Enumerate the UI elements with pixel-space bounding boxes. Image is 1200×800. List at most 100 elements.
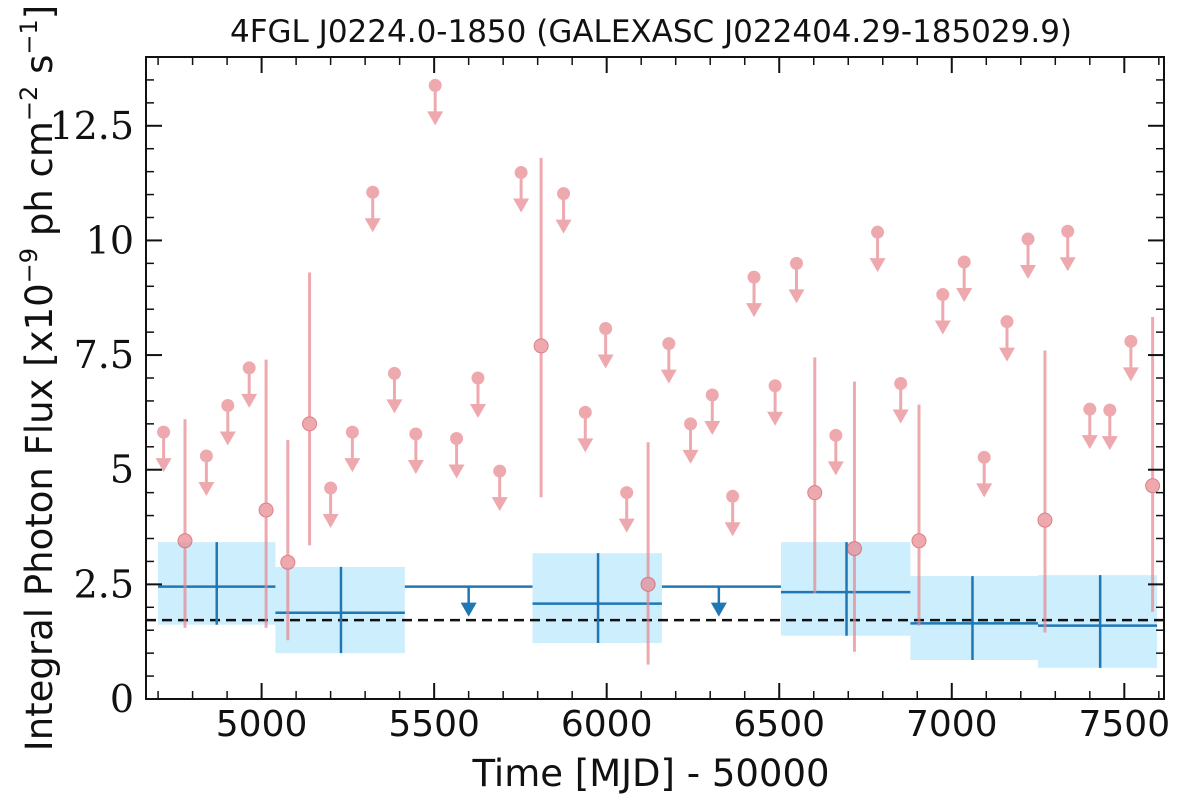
short-bin-ul-arrow	[998, 347, 1015, 362]
y-tick-label: 10	[86, 218, 134, 262]
short-bin-marker	[640, 576, 656, 592]
y-tick-label: 12.5	[49, 104, 134, 148]
short-bin-ul-arrow	[1059, 257, 1076, 272]
long-bin-bands	[158, 542, 1158, 668]
short-bin-ul-arrow	[577, 438, 594, 453]
short-bin-upper-limit	[364, 185, 381, 233]
short-bin-ul-marker	[157, 425, 171, 439]
short-bin-ul-arrow	[322, 514, 339, 529]
x-tick-label: 6500	[733, 704, 825, 745]
y-tick-label: 0	[110, 677, 134, 721]
short-bin-ul-marker	[324, 481, 338, 495]
short-bin-marker	[807, 485, 823, 501]
long-bin-ul-arrow	[460, 602, 477, 617]
short-bin-marker	[302, 416, 318, 432]
y-tick-label: 5	[110, 448, 134, 492]
short-bin-ul-arrow	[407, 459, 424, 474]
short-bin-ul-marker	[789, 256, 803, 270]
short-bin-ul-marker	[726, 489, 740, 503]
short-bin-ul-arrow	[241, 393, 258, 408]
short-bin-ul-arrow	[827, 461, 844, 476]
short-bin-ul-arrow	[597, 354, 614, 369]
short-bin-ul-marker	[221, 399, 235, 413]
short-bin-marker	[846, 541, 862, 557]
short-bin-upper-limit	[344, 425, 361, 473]
x-tick-label: 5000	[216, 704, 308, 745]
short-bin-upper-limit	[1101, 403, 1118, 451]
short-bin-ul-marker	[1000, 315, 1014, 329]
short-bin-ul-marker	[977, 450, 991, 464]
short-bin-upper-limit	[998, 315, 1015, 362]
short-bin-detection	[911, 404, 927, 626]
short-bin-ul-arrow	[788, 289, 805, 304]
short-bin-upper-limit	[219, 399, 236, 446]
short-bin-ul-arrow	[219, 431, 236, 446]
short-bin-upper-limit	[322, 481, 339, 529]
short-bin-upper-limit	[869, 225, 886, 273]
short-bin-ul-marker	[557, 187, 571, 201]
short-bin-ul-marker	[1021, 232, 1035, 246]
short-bin-upper-limit	[746, 270, 763, 318]
short-bin-ul-arrow	[427, 111, 444, 126]
short-bin-ul-arrow	[1122, 367, 1139, 382]
short-bin-upper-limit	[241, 361, 258, 408]
short-bin-ul-marker	[957, 255, 971, 269]
short-bin-ul-marker	[493, 464, 507, 478]
short-bin-upper-limit	[724, 489, 741, 537]
short-bin-detection	[640, 442, 656, 665]
short-bin-ul-marker	[829, 428, 843, 442]
short-bin-ul-marker	[747, 270, 761, 284]
x-tick-label: 7500	[1079, 704, 1171, 745]
short-bin-upper-limit	[448, 432, 465, 479]
short-bin-detection	[807, 357, 823, 594]
short-bin-upper-limit	[892, 377, 909, 424]
x-tick-label: 7000	[906, 704, 998, 745]
short-bin-marker	[911, 533, 927, 549]
short-bin-ul-marker	[871, 225, 885, 239]
short-bin-ul-arrow	[618, 518, 635, 533]
short-bin-upper-limit	[660, 337, 677, 384]
short-bin-marker	[177, 533, 193, 549]
short-bin-ul-marker	[1124, 334, 1138, 348]
short-bin-ul-arrow	[869, 258, 886, 273]
short-bin-ul-marker	[387, 366, 401, 380]
short-bin-ul-arrow	[469, 404, 486, 418]
short-bin-ul-marker	[768, 379, 782, 393]
short-bin-ul-arrow	[344, 458, 361, 473]
short-bin-upper-limit	[788, 256, 805, 304]
short-bin-detection	[258, 359, 274, 628]
short-bin-ul-arrow	[892, 409, 909, 424]
short-bin-ul-arrow	[513, 198, 530, 213]
short-bin-ul-marker	[471, 371, 485, 385]
short-bin-ul-arrow	[1081, 435, 1098, 450]
long-bin-ul-arrow	[710, 602, 727, 617]
short-bin-marker	[1037, 512, 1053, 528]
x-axis-label: Time [MJD] - 50000	[471, 752, 829, 795]
short-bin-upper-limit	[934, 288, 951, 335]
short-bin-ul-arrow	[934, 320, 951, 335]
short-bin-ul-arrow	[682, 449, 699, 464]
short-bin-upper-limit	[767, 379, 784, 426]
x-tick-label: 5500	[388, 704, 480, 745]
short-bin-ul-marker	[199, 449, 213, 463]
short-bin-upper-limit	[704, 388, 721, 435]
short-bin-upper-limit	[555, 187, 572, 234]
short-bin-ul-arrow	[956, 287, 973, 302]
short-bin-ul-marker	[1103, 403, 1117, 417]
short-bin-ul-marker	[578, 405, 592, 419]
x-tick-label: 6000	[561, 704, 653, 745]
short-bin-upper-limit	[1081, 402, 1098, 450]
short-bin-detection	[846, 381, 862, 652]
y-tick-label: 7.5	[74, 333, 134, 377]
short-bin-ul-marker	[345, 425, 359, 439]
short-bin-upper-limit	[1122, 334, 1139, 382]
short-bin-upper-limit	[976, 450, 993, 498]
short-bin-ul-arrow	[198, 481, 215, 496]
y-tick-label: 2.5	[74, 562, 134, 606]
short-bin-detection	[1145, 317, 1161, 612]
short-bin-upper-limit	[1020, 232, 1037, 280]
x-tick-labels: 5000 5500 6000 6500 7000 7500	[216, 704, 1170, 745]
short-bin-detection	[177, 419, 193, 628]
short-bin-ul-marker	[599, 321, 613, 335]
short-bin-ul-arrow	[386, 399, 403, 414]
